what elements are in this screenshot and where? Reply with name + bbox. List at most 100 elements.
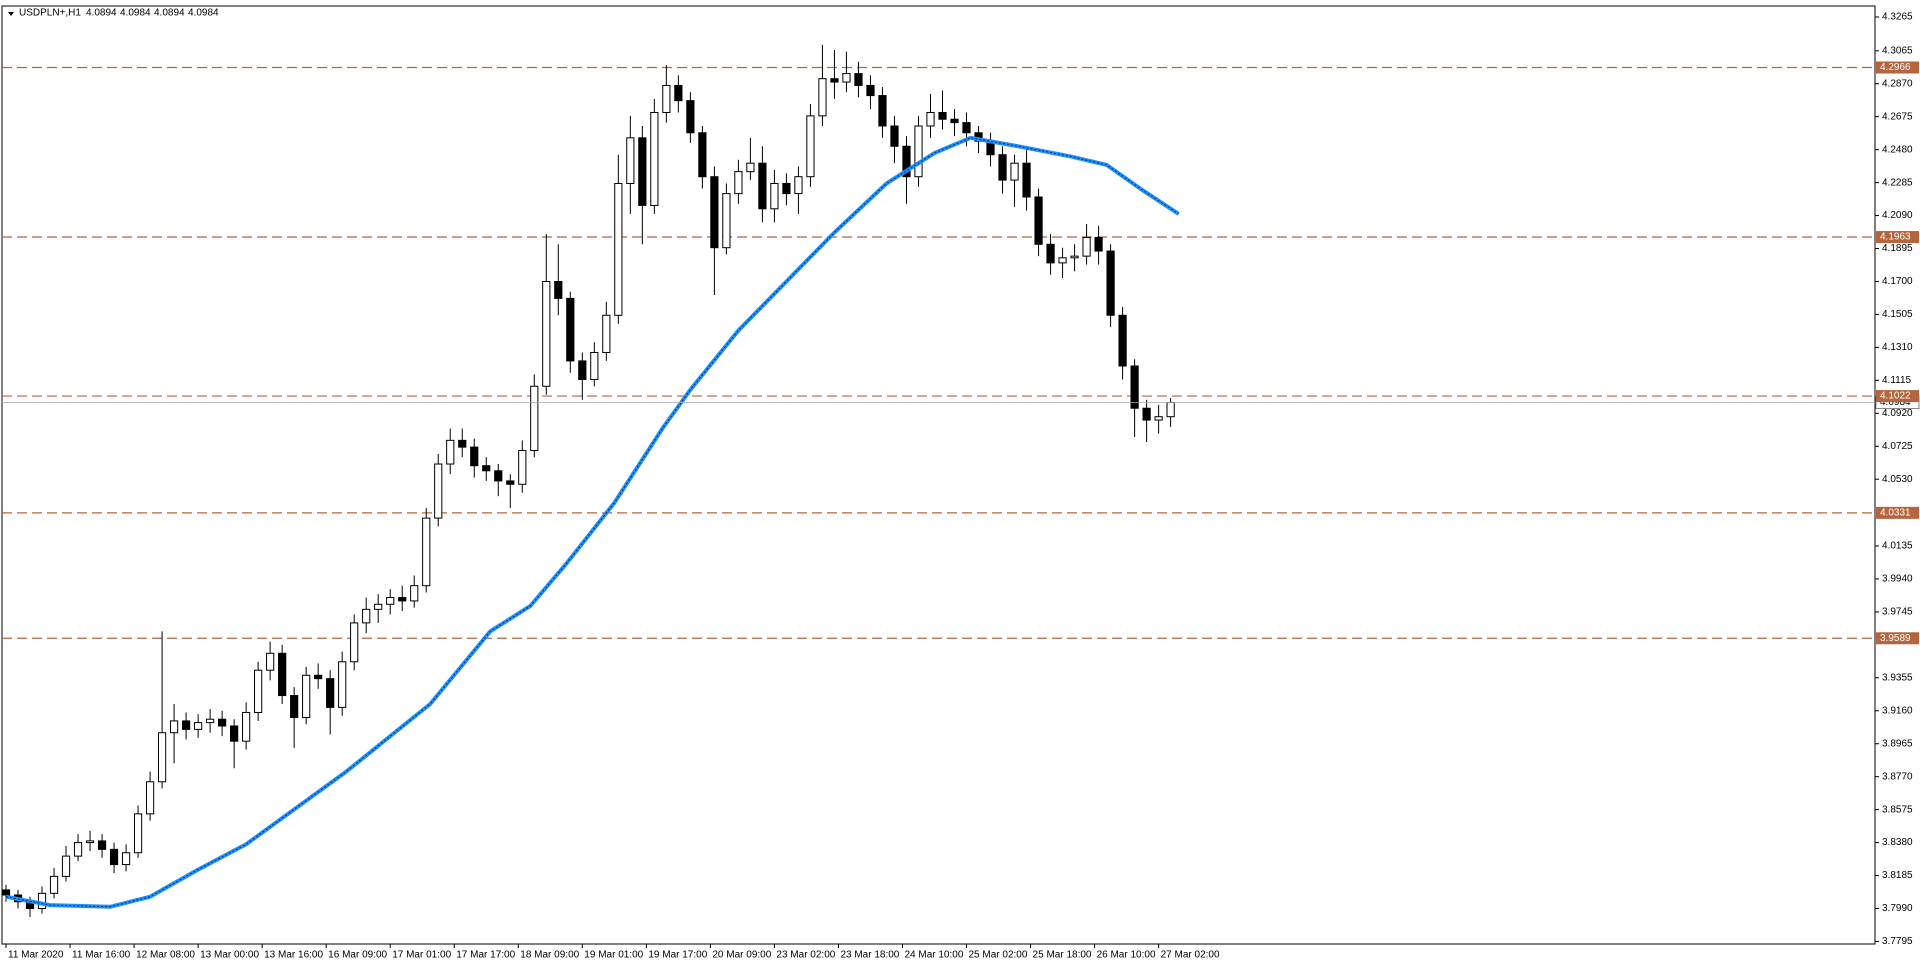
menu-arrow[interactable]	[8, 12, 14, 16]
candle-body	[578, 360, 587, 381]
level-label: 4.1963	[1880, 232, 1911, 243]
y-tick-label: 3.9160	[1882, 705, 1913, 716]
y-tick-label: 4.0920	[1882, 408, 1913, 419]
candle-body	[938, 111, 947, 120]
candle-body	[37, 892, 47, 910]
level-label: 4.2966	[1880, 62, 1911, 73]
y-tick-label: 3.8185	[1882, 870, 1913, 881]
y-tick-label: 4.3265	[1882, 12, 1913, 23]
level-label-box	[1876, 231, 1919, 244]
candle-body	[145, 781, 155, 815]
x-tick-label: 19 Mar 17:00	[648, 950, 707, 961]
y-tick-label: 4.2675	[1882, 111, 1913, 122]
candle-body	[914, 125, 923, 178]
candle-body	[998, 154, 1007, 181]
candle-body	[1, 889, 11, 896]
candle-body	[662, 84, 671, 113]
candle-body	[1130, 365, 1139, 409]
candle-body	[266, 652, 275, 671]
candle-body	[830, 78, 839, 83]
candle-body	[121, 852, 131, 866]
level-label-box	[1876, 61, 1919, 74]
candle-body	[169, 720, 179, 734]
level-label-box	[1876, 506, 1919, 519]
candle-body	[590, 351, 599, 381]
x-tick-label: 26 Mar 10:00	[1097, 950, 1156, 961]
y-tick-label: 3.9940	[1882, 574, 1913, 585]
candle-body	[542, 280, 551, 387]
candle-body	[866, 84, 875, 97]
candle-body	[506, 480, 515, 485]
y-tick-label: 4.1115	[1882, 375, 1912, 386]
y-tick-label: 4.0725	[1882, 441, 1913, 452]
candle-body	[1106, 250, 1115, 316]
candle-body	[97, 840, 107, 850]
candle-body	[818, 78, 827, 117]
candle-body	[278, 652, 287, 697]
y-tick-label: 4.1310	[1882, 342, 1913, 353]
candle-body	[518, 449, 527, 485]
candle-body	[1094, 237, 1103, 252]
x-tick-label: 23 Mar 02:00	[776, 950, 835, 961]
y-tick-label: 4.1700	[1882, 276, 1913, 287]
candle-body	[1058, 257, 1067, 264]
candle-body	[962, 122, 971, 134]
candle-body	[109, 848, 119, 866]
y-tick-label: 3.7795	[1882, 936, 1913, 947]
level-label: 4.0331	[1880, 507, 1911, 518]
y-tick-label: 4.3065	[1882, 45, 1913, 56]
candle-body	[446, 439, 455, 465]
header-low: 4.0894	[154, 8, 185, 19]
candle-body	[758, 162, 767, 210]
candle-body	[782, 182, 791, 195]
y-tick-label: 3.8770	[1882, 771, 1913, 782]
candle-body	[674, 84, 683, 102]
x-tick-label: 27 Mar 02:00	[1161, 950, 1220, 961]
candle-body	[422, 517, 431, 587]
candle-body	[194, 722, 203, 730]
candle-body	[878, 95, 887, 127]
candle-body	[326, 678, 335, 708]
candle-body	[626, 137, 635, 184]
candle-body	[710, 176, 719, 249]
x-tick-label: 11 Mar 16:00	[72, 950, 131, 961]
symbol: USDPLN+,H1	[19, 8, 81, 19]
y-tick-label: 4.1505	[1882, 309, 1913, 320]
candle-body	[206, 718, 215, 724]
y-tick-label: 3.8575	[1882, 804, 1913, 815]
candle-body	[1166, 401, 1175, 418]
candle-body	[302, 674, 311, 719]
candle-body	[254, 669, 263, 713]
y-tick-label: 4.2285	[1882, 177, 1913, 188]
candle-body	[890, 125, 899, 147]
candle-body	[566, 297, 575, 362]
bid-label: 4.0984	[1880, 397, 1911, 408]
moving-average-core	[5, 137, 1179, 908]
x-tick-label: 12 Mar 08:00	[136, 950, 195, 961]
candle-body	[602, 314, 611, 353]
y-tick-label: 4.2870	[1882, 78, 1913, 89]
candle-body	[338, 661, 347, 708]
candle-body	[698, 132, 707, 178]
candle-body	[1082, 237, 1091, 257]
candle-body	[410, 585, 419, 602]
level-label: 3.9589	[1880, 633, 1911, 644]
candle-body	[434, 463, 443, 519]
header-open: 4.0894	[86, 8, 117, 19]
candle-body	[61, 855, 71, 877]
candle-body	[1070, 255, 1079, 259]
x-tick-label: 25 Mar 02:00	[969, 950, 1028, 961]
candle-body	[530, 385, 539, 451]
plot-frame	[1, 5, 1876, 945]
candle-body	[950, 118, 959, 124]
header-high: 4.0984	[120, 8, 151, 19]
y-tick-label: 3.9355	[1882, 672, 1913, 683]
candle-body	[73, 842, 83, 857]
level-label-box	[1876, 390, 1919, 403]
candle-body	[85, 840, 95, 844]
y-tick-label: 4.0135	[1882, 541, 1913, 552]
x-tick-label: 16 Mar 09:00	[328, 950, 387, 961]
candle-body	[650, 111, 659, 206]
